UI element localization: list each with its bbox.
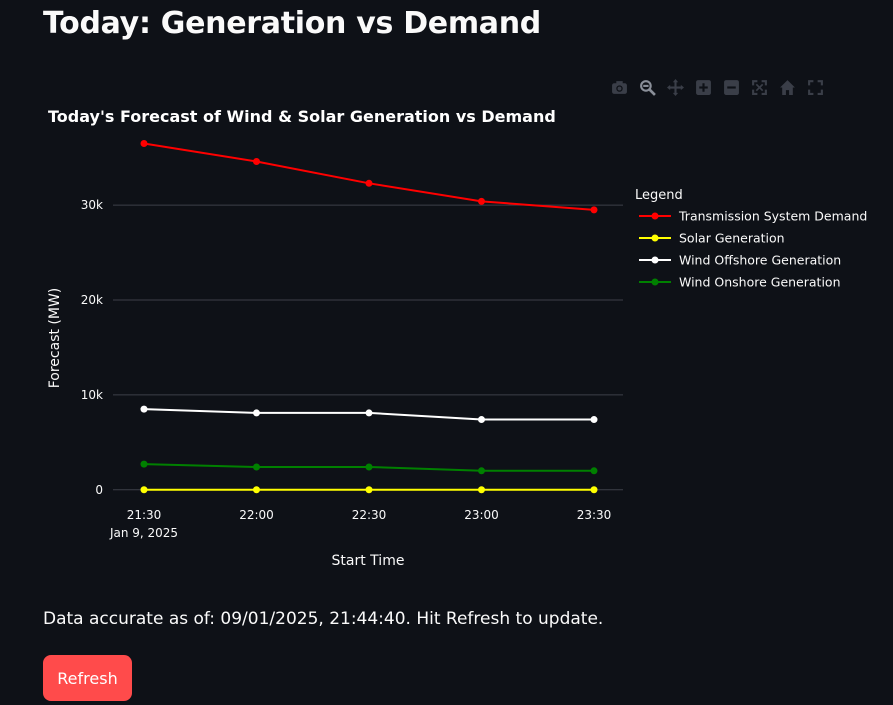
series-line [143,142,595,211]
data-point[interactable] [253,463,260,471]
data-point[interactable] [590,467,598,475]
pan-icon[interactable] [664,76,686,98]
legend: Legend Transmission System Demand Solar G… [635,188,867,290]
legend-label: Wind Onshore Generation [679,275,841,290]
refresh-button[interactable]: Refresh [43,655,132,701]
zoom-out-icon[interactable] [720,76,742,98]
legend-title: Legend [635,188,683,203]
legend-swatch-marker [651,212,659,220]
data-point[interactable] [365,409,373,417]
legend-item[interactable]: Solar Generation [639,231,785,246]
data-point[interactable] [365,179,373,187]
data-point[interactable] [590,486,598,494]
zoom-icon[interactable] [636,76,658,98]
x-axis-label: Start Time [332,553,405,569]
x-tick-label: 23:30 [577,508,612,522]
y-axis-label: Forecast (MW) [47,288,63,389]
y-tick-label: 20k [81,293,103,307]
legend-item[interactable]: Transmission System Demand [639,209,867,224]
data-point[interactable] [140,460,148,468]
data-point[interactable] [478,467,485,475]
y-tick-label: 30k [81,198,103,212]
x-tick-label: 21:30 [127,508,162,522]
legend-swatch-marker [651,278,659,286]
series-wind-offshore-generation [140,405,598,424]
legend-swatch-marker [651,234,659,242]
data-point[interactable] [140,486,148,494]
data-point[interactable] [478,197,485,205]
page-title: Today: Generation vs Demand [43,6,541,41]
forecast-chart[interactable]: Today's Forecast of Wind & Solar Generat… [0,95,893,595]
camera-icon[interactable] [608,76,630,98]
x-tick-labels: 21:30 22:00 22:30 23:00 23:30 Jan 9, 2025 [109,508,611,540]
series-lines [140,139,598,494]
legend-label: Transmission System Demand [678,209,867,224]
autoscale-icon[interactable] [748,76,770,98]
legend-label: Solar Generation [679,231,785,246]
reset-axes-icon[interactable] [776,76,798,98]
data-point[interactable] [478,416,485,424]
data-point[interactable] [140,139,148,147]
x-tick-label: 23:00 [464,508,499,522]
data-point[interactable] [365,463,373,471]
zoom-in-icon[interactable] [692,76,714,98]
data-point[interactable] [253,157,260,165]
legend-label: Wind Offshore Generation [679,253,841,268]
data-point[interactable] [253,486,260,494]
chart-modebar [608,76,832,98]
y-tick-labels: 0 10k 20k 30k [81,198,103,497]
fullscreen-icon[interactable] [804,76,826,98]
y-tick-label: 10k [81,388,103,402]
y-tick-label: 0 [95,483,103,497]
data-timestamp-text: Data accurate as of: 09/01/2025, 21:44:4… [43,609,604,629]
data-point[interactable] [478,486,485,494]
data-point[interactable] [253,409,260,417]
data-point[interactable] [590,416,598,424]
x-tick-label: 22:00 [239,508,274,522]
chart-title: Today's Forecast of Wind & Solar Generat… [48,107,556,126]
data-point[interactable] [365,486,373,494]
series-wind-onshore-generation [140,460,598,475]
series-solar-generation [140,486,598,494]
legend-swatch-marker [651,256,659,264]
data-point[interactable] [140,405,148,413]
data-point[interactable] [590,206,598,214]
x-tick-label: 22:30 [352,508,387,522]
legend-item[interactable]: Wind Offshore Generation [639,253,841,268]
x-tick-date-label: Jan 9, 2025 [109,526,178,540]
series-transmission-system-demand [140,139,598,214]
legend-item[interactable]: Wind Onshore Generation [639,275,841,290]
grid-lines [113,204,623,491]
